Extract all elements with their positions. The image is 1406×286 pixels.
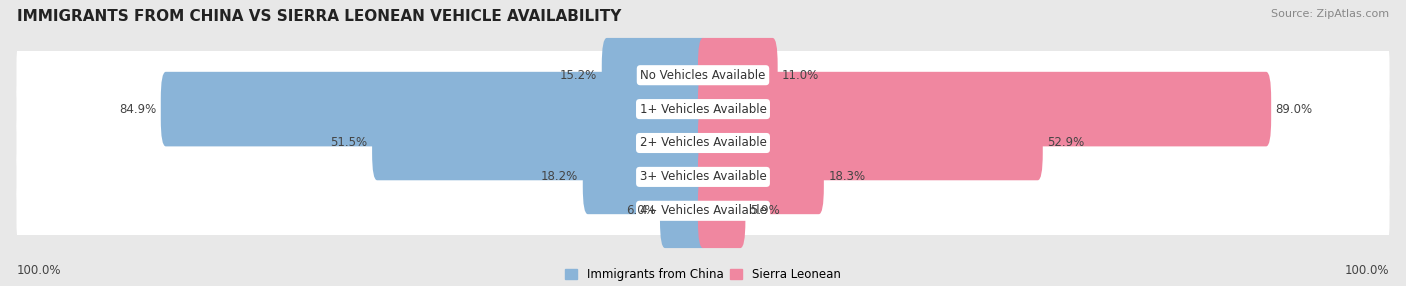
Text: 89.0%: 89.0% (1275, 103, 1313, 116)
FancyBboxPatch shape (17, 45, 1389, 106)
Text: 1+ Vehicles Available: 1+ Vehicles Available (640, 103, 766, 116)
Text: 18.2%: 18.2% (541, 170, 578, 183)
FancyBboxPatch shape (697, 174, 745, 248)
Text: 15.2%: 15.2% (560, 69, 598, 82)
FancyBboxPatch shape (602, 38, 709, 112)
Text: 6.0%: 6.0% (626, 204, 655, 217)
Text: 5.9%: 5.9% (749, 204, 779, 217)
Text: 100.0%: 100.0% (17, 265, 62, 277)
Text: 2+ Vehicles Available: 2+ Vehicles Available (640, 136, 766, 150)
Text: 51.5%: 51.5% (330, 136, 368, 150)
Text: Source: ZipAtlas.com: Source: ZipAtlas.com (1271, 9, 1389, 19)
FancyBboxPatch shape (160, 72, 709, 146)
FancyBboxPatch shape (17, 180, 1389, 241)
FancyBboxPatch shape (659, 174, 709, 248)
Text: 18.3%: 18.3% (828, 170, 866, 183)
FancyBboxPatch shape (697, 140, 824, 214)
FancyBboxPatch shape (17, 79, 1389, 140)
Legend: Immigrants from China, Sierra Leonean: Immigrants from China, Sierra Leonean (562, 266, 844, 283)
Text: 11.0%: 11.0% (782, 69, 820, 82)
Text: 100.0%: 100.0% (1344, 265, 1389, 277)
FancyBboxPatch shape (583, 140, 709, 214)
Text: 3+ Vehicles Available: 3+ Vehicles Available (640, 170, 766, 183)
FancyBboxPatch shape (697, 38, 778, 112)
Text: 4+ Vehicles Available: 4+ Vehicles Available (640, 204, 766, 217)
FancyBboxPatch shape (697, 72, 1271, 146)
FancyBboxPatch shape (17, 146, 1389, 207)
Text: 52.9%: 52.9% (1047, 136, 1084, 150)
Text: IMMIGRANTS FROM CHINA VS SIERRA LEONEAN VEHICLE AVAILABILITY: IMMIGRANTS FROM CHINA VS SIERRA LEONEAN … (17, 9, 621, 23)
Text: No Vehicles Available: No Vehicles Available (640, 69, 766, 82)
FancyBboxPatch shape (17, 112, 1389, 174)
FancyBboxPatch shape (697, 106, 1043, 180)
FancyBboxPatch shape (373, 106, 709, 180)
Text: 84.9%: 84.9% (120, 103, 156, 116)
